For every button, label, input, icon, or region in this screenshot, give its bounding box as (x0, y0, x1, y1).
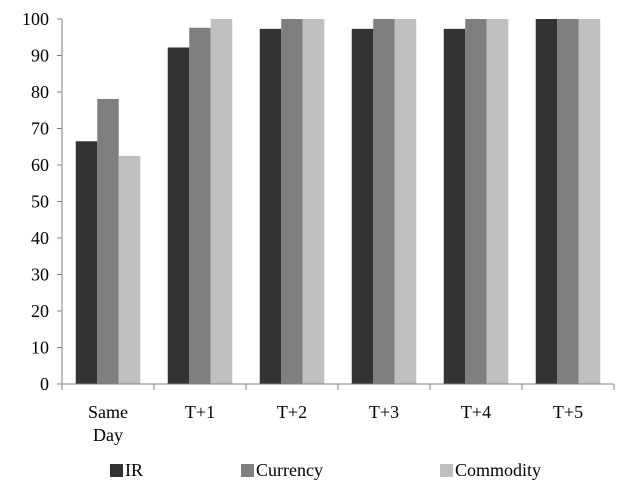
legend-swatch-commodity (440, 464, 453, 477)
x-tick-label: T+5 (553, 402, 583, 422)
y-axis-ticks: 0 10 20 30 40 50 60 70 80 90 100 (22, 9, 62, 394)
x-axis-ticks: Same Day T+1 T+2 T+3 T+4 T+5 (61, 384, 615, 445)
legend-label-commodity: Commodity (455, 460, 541, 480)
legend: IR Currency Commodity (110, 460, 541, 480)
y-tick-label: 90 (31, 46, 49, 66)
x-tick-label: T+3 (369, 402, 399, 422)
bar-commodity (118, 155, 141, 384)
bar-ir (259, 28, 282, 384)
bar-commodity (578, 19, 601, 384)
y-tick-label: 0 (40, 374, 49, 394)
y-tick-label: 50 (31, 192, 49, 212)
bar-ir (535, 19, 558, 384)
bar-commodity (486, 19, 509, 384)
legend-swatch-currency (241, 464, 254, 477)
y-tick-label: 30 (31, 265, 49, 285)
bar-commodity (210, 19, 233, 384)
bar-currency (373, 19, 395, 384)
y-tick-label: 10 (31, 338, 49, 358)
y-tick-label: 100 (22, 9, 49, 29)
y-tick-label: 40 (31, 228, 49, 248)
bar-commodity (394, 19, 417, 384)
legend-swatch-ir (110, 464, 123, 477)
bar-commodity (302, 19, 325, 384)
bar-currency (281, 19, 303, 384)
y-tick-label: 80 (31, 82, 49, 102)
x-tick-label: T+1 (185, 402, 215, 422)
bar-ir (167, 47, 190, 384)
bar-currency (97, 98, 119, 384)
y-tick-label: 60 (31, 155, 49, 175)
x-tick-label: T+4 (461, 402, 491, 422)
bar-ir (443, 28, 466, 384)
x-tick-label: T+2 (277, 402, 307, 422)
bars-group (75, 19, 601, 384)
x-tick-label: Same (88, 402, 128, 422)
y-tick-label: 20 (31, 301, 49, 321)
x-tick-label: Day (93, 425, 123, 445)
bar-currency (189, 27, 211, 384)
bar-currency (557, 19, 579, 384)
legend-label-ir: IR (125, 460, 143, 480)
bar-currency (465, 19, 487, 384)
bar-ir (351, 28, 374, 384)
legend-label-currency: Currency (256, 460, 323, 480)
bar-ir (75, 141, 98, 384)
y-tick-label: 70 (31, 119, 49, 139)
